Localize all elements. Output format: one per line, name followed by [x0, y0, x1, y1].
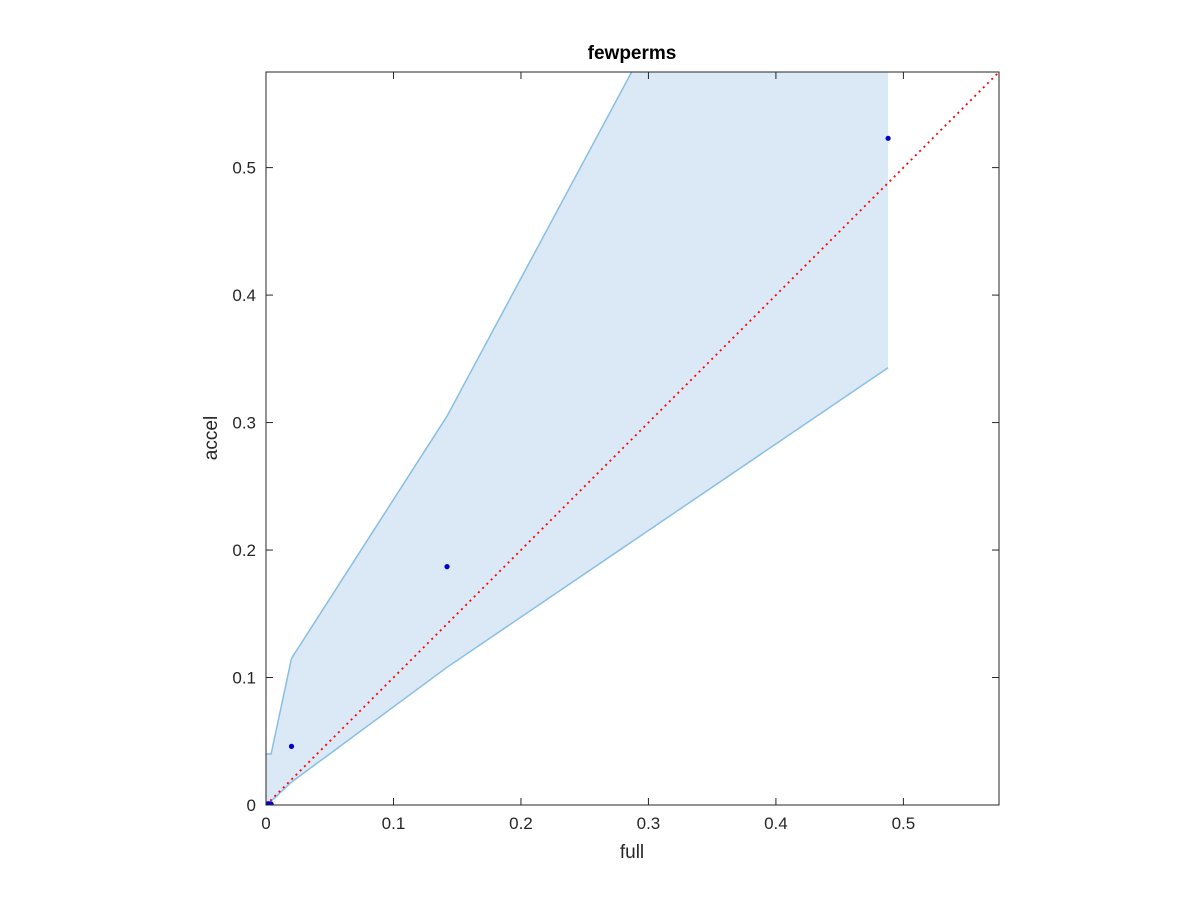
data-point — [885, 135, 891, 141]
data-point — [288, 743, 295, 749]
chart-title: fewperms — [588, 43, 677, 64]
band-upper-edge — [266, 72, 633, 755]
data-point — [444, 564, 450, 570]
y-tick-label: 0 — [247, 796, 256, 815]
y-tick-label: 0.1 — [232, 669, 256, 688]
data-point — [268, 801, 274, 805]
y-tick-label: 0.5 — [232, 159, 256, 178]
x-tick-label: 0 — [261, 814, 270, 833]
x-tick-label: 0.4 — [764, 814, 788, 833]
x-tick-label: 0.2 — [509, 814, 533, 833]
x-tick-label: 0.3 — [637, 814, 661, 833]
confidence-band — [266, 72, 889, 805]
x-tick-label: 0.1 — [382, 814, 406, 833]
y-axis-label: accel — [201, 416, 222, 460]
y-tick-label: 0.4 — [232, 286, 256, 305]
y-tick-label: 0.2 — [232, 541, 256, 560]
y-tick-label: 0.3 — [232, 414, 256, 433]
x-axis-label: full — [620, 842, 644, 863]
plot-frame — [265, 71, 1000, 806]
x-tick-label: 0.5 — [892, 814, 916, 833]
